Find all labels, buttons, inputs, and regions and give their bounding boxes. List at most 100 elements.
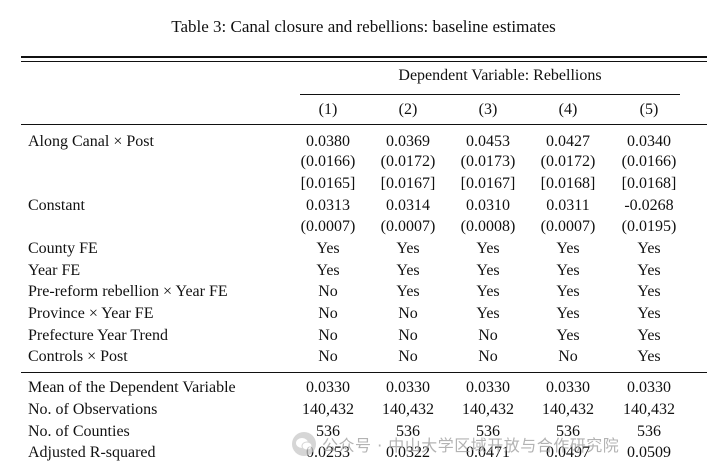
table-cell: 0.0330 [546, 379, 590, 396]
table-cell: 0.0310 [466, 197, 510, 214]
table-cell: 0.0497 [546, 444, 590, 461]
table-cell: Yes [476, 283, 500, 300]
table-cell: 0.0313 [306, 197, 350, 214]
row-label: Province × Year FE [28, 305, 154, 322]
table-cell: [0.0167] [460, 175, 516, 192]
table-cell: (0.0007) [300, 218, 356, 235]
table-cell: (0.0007) [380, 218, 436, 235]
header-underline [300, 94, 680, 95]
table-cell: 0.0330 [306, 379, 350, 396]
header-bottom-rule [21, 124, 707, 125]
table-cell: Yes [556, 240, 580, 257]
table-cell: Yes [476, 262, 500, 279]
table-cell: 536 [316, 423, 340, 440]
table-cell: Yes [637, 262, 661, 279]
column-header-2: (2) [398, 101, 418, 118]
row-label: No. of Observations [28, 401, 158, 418]
wechat-icon [292, 432, 316, 456]
table-cell: 0.0453 [466, 133, 510, 150]
table-cell: Yes [556, 262, 580, 279]
watermark-text: 公众号 · 中山大学区域开放与合作研究院 [322, 436, 620, 455]
table-cell: (0.0195) [621, 218, 677, 235]
row-label: Constant [28, 197, 85, 214]
table-cell: [0.0167] [380, 175, 436, 192]
table-cell: Yes [316, 240, 340, 257]
table-cell: No [318, 283, 338, 300]
table-cell: 0.0369 [386, 133, 430, 150]
table-cell: Yes [637, 240, 661, 257]
table-cell: Yes [396, 262, 420, 279]
column-header-1: (1) [318, 101, 338, 118]
table-cell: 0.0427 [546, 133, 590, 150]
row-label: Prefecture Year Trend [28, 327, 168, 344]
table-cell: 536 [556, 423, 580, 440]
table-cell: [0.0165] [300, 175, 356, 192]
table-cell: 0.0340 [627, 133, 671, 150]
row-label: Year FE [28, 262, 81, 279]
table-cell: 0.0509 [627, 444, 671, 461]
table-cell: (0.0007) [540, 218, 596, 235]
table-cell: 0.0330 [466, 379, 510, 396]
table-cell: Yes [637, 327, 661, 344]
table-cell: -0.0268 [624, 197, 674, 214]
row-label: County FE [28, 240, 98, 257]
table-cell: Yes [316, 262, 340, 279]
table-cell: 0.0330 [386, 379, 430, 396]
table-cell: 0.0311 [546, 197, 590, 214]
table-cell: 0.0253 [306, 444, 350, 461]
table-cell: Yes [556, 327, 580, 344]
table-cell: No [398, 348, 418, 365]
row-label: No. of Counties [28, 423, 130, 440]
table-cell: Yes [396, 240, 420, 257]
watermark: 公众号 · 中山大学区域开放与合作研究院 [292, 430, 619, 458]
table-cell: 536 [476, 423, 500, 440]
table-cell: 536 [637, 423, 661, 440]
table-cell: No [398, 305, 418, 322]
table-cell: [0.0168] [540, 175, 596, 192]
table-cell: 0.0471 [466, 444, 510, 461]
table-cell: (0.0166) [300, 153, 356, 170]
table-cell: No [478, 348, 498, 365]
table-cell: No [398, 327, 418, 344]
row-label: Pre-reform rebellion × Year FE [28, 283, 228, 300]
table-cell: 140,432 [542, 401, 594, 418]
table-cell: 536 [396, 423, 420, 440]
table-cell: 0.0322 [386, 444, 430, 461]
table-cell: Yes [637, 305, 661, 322]
table-cell: (0.0008) [460, 218, 516, 235]
row-label: Mean of the Dependent Variable [28, 379, 236, 396]
table-cell: Yes [556, 283, 580, 300]
table-cell: No [558, 348, 578, 365]
row-label: Along Canal × Post [28, 133, 154, 150]
table-cell: (0.0166) [621, 153, 677, 170]
column-header-4: (4) [558, 101, 578, 118]
table-cell: 0.0314 [386, 197, 430, 214]
table-cell: No [318, 305, 338, 322]
table-cell: Yes [637, 348, 661, 365]
table-cell: Yes [556, 305, 580, 322]
table-cell: (0.0173) [460, 153, 516, 170]
table-cell: Yes [476, 240, 500, 257]
column-header-5: (5) [639, 101, 659, 118]
stats-top-rule [21, 372, 707, 373]
table-cell: 140,432 [462, 401, 514, 418]
table-cell: 140,432 [302, 401, 354, 418]
table-cell: [0.0168] [621, 175, 677, 192]
table-cell: 0.0380 [306, 133, 350, 150]
top-rule-thick [21, 56, 707, 58]
table-cell: (0.0172) [380, 153, 436, 170]
column-header-3: (3) [478, 101, 498, 118]
dependent-variable-header: Dependent Variable: Rebellions [398, 67, 602, 84]
top-rule-thin [21, 61, 707, 62]
row-label: Adjusted R-squared [28, 444, 156, 461]
table-cell: 140,432 [382, 401, 434, 418]
table-cell: Yes [637, 283, 661, 300]
table-cell: Yes [476, 305, 500, 322]
row-label: Controls × Post [28, 348, 128, 365]
table-cell: No [318, 327, 338, 344]
table-cell: 140,432 [623, 401, 675, 418]
table-cell: No [318, 348, 338, 365]
table-caption: Table 3: Canal closure and rebellions: b… [171, 17, 556, 36]
table-cell: 0.0330 [627, 379, 671, 396]
table-cell: Yes [396, 283, 420, 300]
